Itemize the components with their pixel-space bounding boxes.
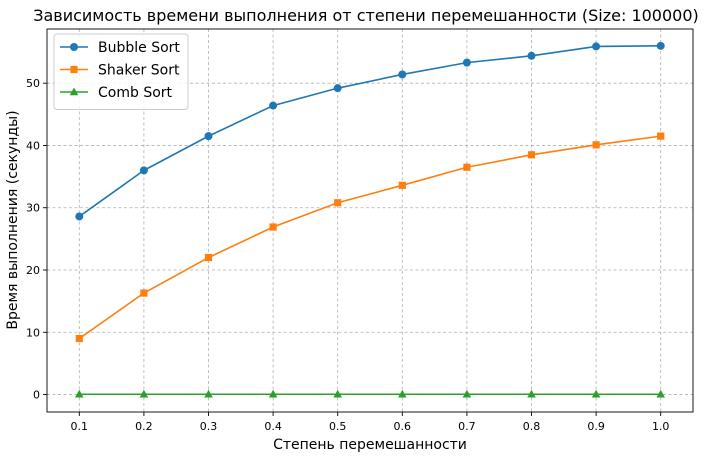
x-tick-label: 0.7	[458, 420, 476, 433]
data-point-comb-sort	[333, 389, 342, 398]
data-point-shaker-sort	[140, 289, 148, 297]
legend-label-bubble-sort: Bubble Sort	[98, 40, 180, 56]
data-point-shaker-sort	[269, 223, 277, 231]
data-point-bubble-sort	[592, 42, 601, 51]
data-point-comb-sort	[75, 389, 84, 398]
data-point-comb-sort	[139, 389, 149, 398]
x-axis-title: Степень перемешанности	[273, 437, 467, 453]
x-tick-label: 0.5	[329, 420, 347, 433]
x-axis-ticks: 0.1 0.2 0.3 0.4 0.5 0.6 0.7 0.8 0.9 1.0	[71, 412, 670, 433]
data-point-comb-sort	[398, 389, 407, 398]
data-point-bubble-sort	[204, 132, 213, 141]
y-tick-label: 0	[33, 389, 40, 402]
y-tick-label: 30	[26, 202, 40, 215]
data-point-bubble-sort	[656, 41, 665, 50]
x-tick-label: 0.4	[264, 420, 282, 433]
data-point-bubble-sort	[398, 70, 407, 79]
legend-item-bubble-sort: Bubble Sort	[60, 40, 180, 56]
data-point-comb-sort	[527, 389, 536, 398]
legend-box	[53, 33, 189, 110]
legend-label-shaker-sort: Shaker Sort	[98, 63, 180, 79]
x-tick-label: 0.3	[200, 420, 218, 433]
data-point-comb-sort	[591, 389, 601, 398]
series-layer	[75, 41, 665, 398]
legend-marker-shaker-sort	[70, 65, 78, 74]
data-point-bubble-sort	[269, 101, 278, 110]
data-point-shaker-sort	[204, 253, 213, 262]
legend-item-shaker-sort: Shaker Sort	[60, 63, 180, 79]
chart-title: Зависимость времени выполнения от степен…	[33, 6, 699, 25]
series-comb-sort	[75, 389, 665, 398]
data-point-bubble-sort	[333, 84, 342, 93]
data-point-shaker-sort	[657, 132, 665, 140]
legend-marker-bubble-sort	[70, 43, 78, 51]
y-axis-title: Время выполнения (секунды)	[5, 110, 21, 329]
x-tick-label: 0.6	[394, 420, 412, 433]
grid	[47, 29, 693, 412]
plot-frame	[46, 28, 694, 413]
y-tick-label: 40	[26, 139, 40, 152]
y-tick-label: 10	[26, 326, 40, 339]
x-tick-label: 0.8	[523, 420, 541, 433]
series-line-bubble-sort	[78, 45, 661, 218]
series-bubble-sort	[75, 41, 665, 221]
data-point-bubble-sort	[462, 58, 471, 67]
data-point-bubble-sort	[75, 212, 84, 221]
data-point-comb-sort	[268, 389, 278, 398]
x-tick-label: 0.1	[71, 420, 89, 433]
data-point-shaker-sort	[463, 163, 471, 171]
legend-label-comb-sort: Comb Sort	[98, 85, 173, 101]
x-tick-label: 0.9	[587, 420, 605, 433]
data-point-bubble-sort	[139, 166, 148, 175]
y-tick-label: 50	[26, 77, 40, 90]
data-point-comb-sort	[204, 389, 213, 398]
data-point-bubble-sort	[527, 51, 536, 60]
x-tick-label: 1.0	[652, 420, 670, 433]
legend-item-comb-sort: Comb Sort	[60, 85, 173, 101]
data-point-comb-sort	[656, 389, 665, 398]
series-line-shaker-sort	[78, 135, 661, 340]
x-tick-label: 0.2	[135, 420, 153, 433]
y-tick-label: 20	[26, 264, 40, 277]
y-axis-ticks: 0 10 20 30 40 50	[26, 77, 47, 402]
legend: Bubble Sort Shaker Sort Comb Sort	[53, 33, 189, 110]
data-point-shaker-sort	[527, 151, 536, 159]
data-point-shaker-sort	[398, 181, 406, 189]
data-point-shaker-sort	[592, 141, 600, 149]
series-shaker-sort	[75, 132, 665, 343]
data-point-comb-sort	[462, 389, 472, 398]
data-point-shaker-sort	[75, 334, 83, 343]
data-point-shaker-sort	[334, 199, 342, 207]
legend-marker-comb-sort	[69, 87, 79, 96]
